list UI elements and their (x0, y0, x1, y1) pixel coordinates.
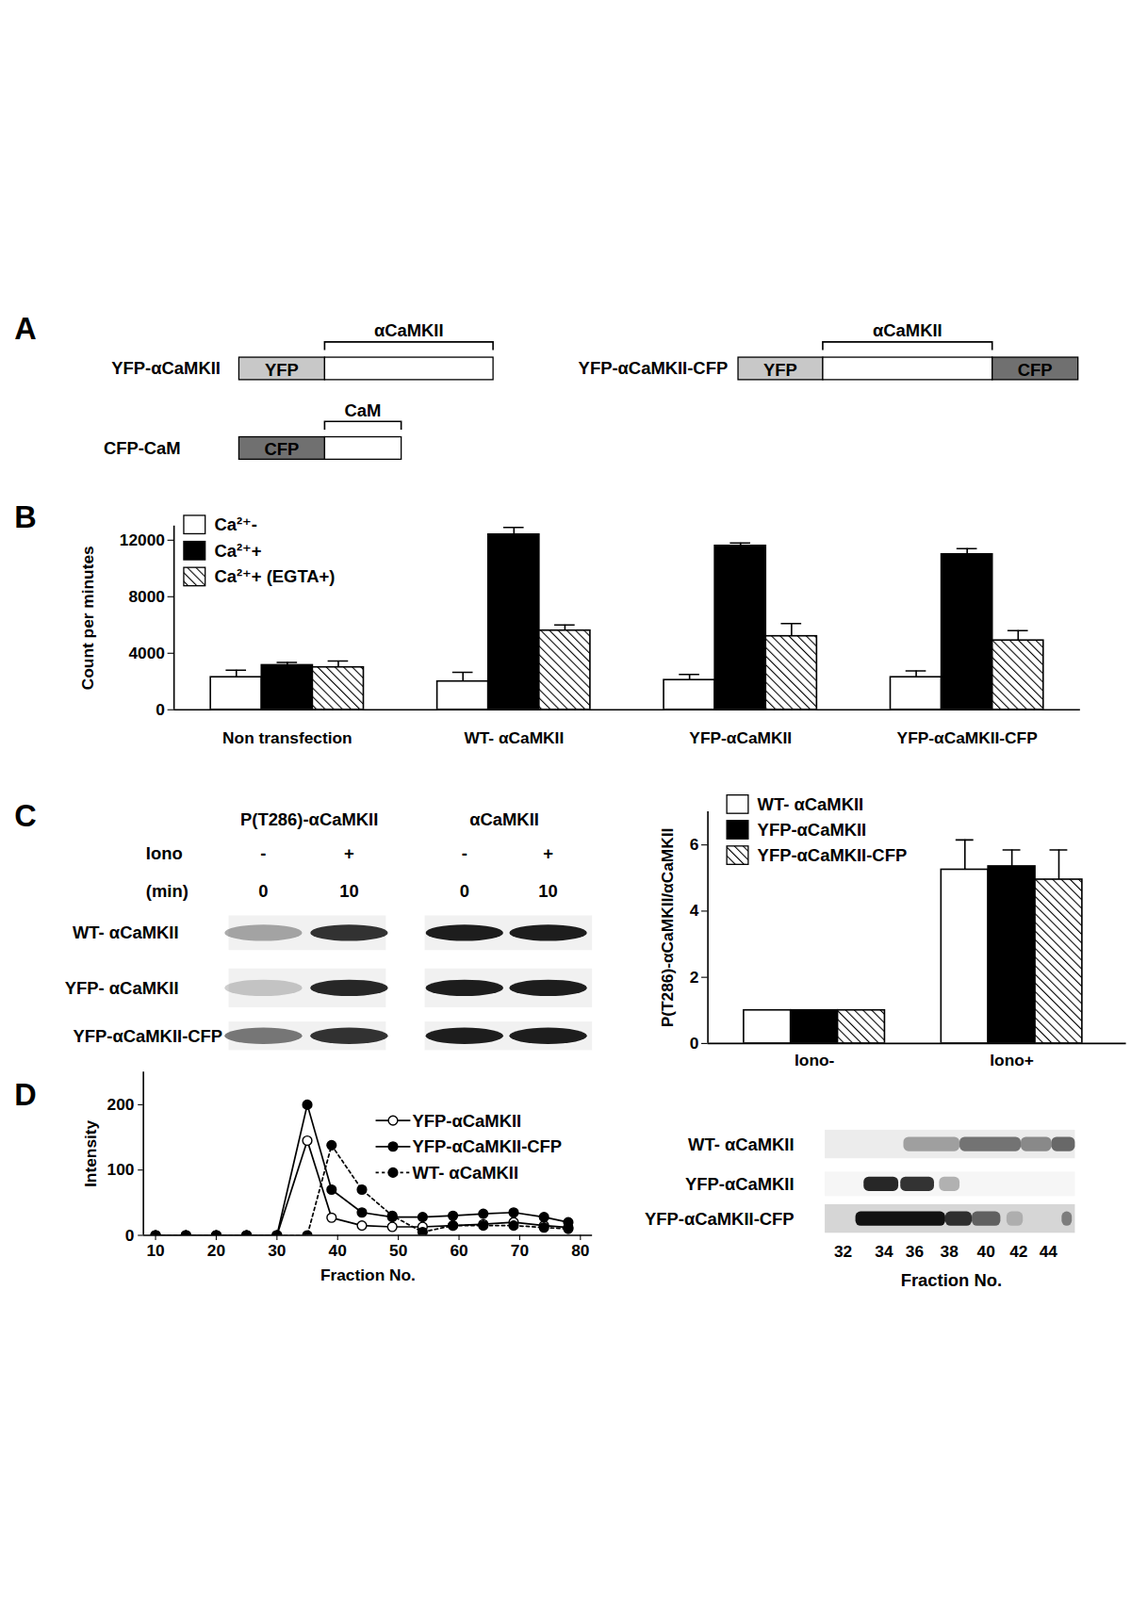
svg-text:D: D (14, 1078, 36, 1113)
svg-text:YFP-αCaMKII: YFP-αCaMKII (688, 728, 792, 748)
svg-text:YFP-αCaMKII-CFP: YFP-αCaMKII-CFP (578, 358, 729, 378)
svg-text:+: + (344, 843, 355, 864)
svg-text:+: + (542, 843, 554, 864)
svg-text:WT- αCaMKII: WT- αCaMKII (463, 728, 564, 748)
svg-text:YFP-αCaMKII: YFP-αCaMKII (111, 358, 221, 378)
svg-text:Ca²⁺+ (EGTA+): Ca²⁺+ (EGTA+) (213, 566, 335, 587)
svg-text:50: 50 (389, 1241, 408, 1261)
svg-text:YFP: YFP (264, 360, 299, 380)
svg-text:-: - (461, 843, 468, 864)
svg-text:60: 60 (449, 1241, 468, 1261)
svg-text:YFP-αCaMKII-CFP: YFP-αCaMKII-CFP (73, 1026, 224, 1047)
svg-text:αCaMKII: αCaMKII (872, 320, 943, 341)
svg-text:YFP-αCaMKII-CFP: YFP-αCaMKII-CFP (412, 1136, 563, 1157)
svg-text:WT- αCaMKII: WT- αCaMKII (72, 922, 180, 943)
svg-text:αCaMKII: αCaMKII (469, 809, 540, 830)
svg-text:10: 10 (146, 1241, 164, 1261)
svg-text:80: 80 (571, 1241, 590, 1261)
svg-text:100: 100 (107, 1160, 135, 1180)
svg-text:40: 40 (328, 1241, 347, 1261)
svg-text:0: 0 (155, 700, 165, 720)
svg-text:YFP: YFP (763, 360, 798, 380)
svg-text:WT- αCaMKII: WT- αCaMKII (757, 794, 865, 815)
svg-text:42: 42 (1009, 1242, 1028, 1262)
svg-text:WT- αCaMKII: WT- αCaMKII (688, 1134, 795, 1155)
svg-text:Iono: Iono (146, 843, 183, 864)
svg-text:36: 36 (905, 1242, 924, 1262)
svg-text:YFP-αCaMKII: YFP-αCaMKII (412, 1111, 523, 1131)
svg-text:70: 70 (510, 1241, 529, 1261)
svg-text:4000: 4000 (128, 643, 165, 663)
svg-text:(min): (min) (146, 881, 189, 902)
svg-text:CFP: CFP (1017, 360, 1053, 380)
svg-text:A: A (14, 311, 36, 346)
svg-text:αCaMKII: αCaMKII (374, 320, 444, 341)
svg-text:Fraction No.: Fraction No. (901, 1270, 1002, 1291)
svg-text:20: 20 (207, 1241, 226, 1261)
svg-text:0: 0 (689, 1033, 700, 1053)
svg-text:200: 200 (107, 1095, 135, 1115)
svg-text:CaM: CaM (344, 400, 382, 421)
svg-text:32: 32 (834, 1242, 853, 1262)
svg-text:40: 40 (977, 1242, 996, 1262)
svg-text:-: - (260, 843, 266, 864)
svg-text:8000: 8000 (128, 587, 165, 607)
svg-text:10: 10 (339, 881, 359, 902)
svg-text:Intensity: Intensity (81, 1119, 100, 1188)
svg-text:10: 10 (538, 881, 558, 902)
svg-text:CFP: CFP (264, 439, 300, 459)
svg-text:2: 2 (689, 967, 700, 987)
svg-text:0: 0 (258, 881, 268, 902)
svg-text:YFP-αCaMKII: YFP-αCaMKII (757, 819, 868, 840)
svg-text:YFP-αCaMKII-CFP: YFP-αCaMKII-CFP (897, 728, 1038, 748)
svg-text:12000: 12000 (119, 530, 165, 550)
svg-text:Fraction No.: Fraction No. (320, 1265, 416, 1285)
svg-text:P(T286)-αCaMKII/αCaMKII: P(T286)-αCaMKII/αCaMKII (657, 828, 677, 1029)
svg-text:YFP-αCaMKII-CFP: YFP-αCaMKII-CFP (644, 1209, 795, 1230)
svg-text:YFP- αCaMKII: YFP- αCaMKII (65, 978, 180, 999)
svg-text:CFP-CaM: CFP-CaM (103, 438, 181, 459)
svg-text:Iono-: Iono- (794, 1050, 836, 1070)
svg-text:Count per minutes: Count per minutes (78, 545, 98, 690)
svg-text:B: B (14, 500, 36, 535)
svg-text:34: 34 (874, 1242, 894, 1262)
svg-text:6: 6 (689, 835, 700, 854)
svg-text:Iono+: Iono+ (989, 1050, 1034, 1070)
svg-text:WT- αCaMKII: WT- αCaMKII (412, 1163, 520, 1183)
svg-text:30: 30 (267, 1241, 286, 1261)
svg-text:C: C (14, 799, 36, 834)
svg-text:YFP-αCaMKII-CFP: YFP-αCaMKII-CFP (757, 845, 908, 866)
svg-text:Ca²⁺+: Ca²⁺+ (213, 540, 262, 561)
svg-text:YFP-αCaMKII: YFP-αCaMKII (685, 1174, 795, 1195)
svg-text:Ca²⁺-: Ca²⁺- (213, 514, 258, 535)
svg-text:38: 38 (940, 1242, 960, 1262)
svg-text:4: 4 (689, 901, 700, 920)
svg-text:P(T286)-αCaMKII: P(T286)-αCaMKII (240, 809, 378, 830)
svg-text:0: 0 (459, 881, 470, 902)
svg-text:44: 44 (1039, 1242, 1059, 1262)
svg-text:Non transfection: Non transfection (222, 728, 353, 748)
svg-text:0: 0 (125, 1226, 135, 1246)
